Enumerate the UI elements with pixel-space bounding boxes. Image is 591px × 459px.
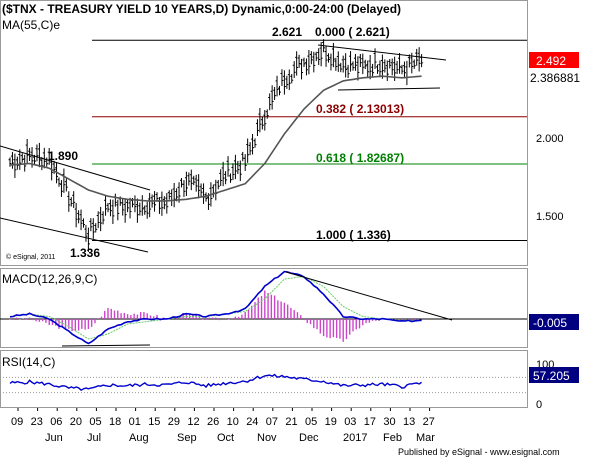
macd-plot <box>0 270 527 347</box>
price-bars <box>8 39 424 252</box>
last-price-box <box>529 52 579 68</box>
annotation-low: 1.336 <box>70 246 100 260</box>
x-tick-label: 19 <box>325 416 337 428</box>
x-month-label: Mar <box>416 432 435 444</box>
macd-support-line <box>61 344 151 347</box>
x-month-label: Sep <box>177 432 197 444</box>
macd-value: -0.005 <box>533 316 567 330</box>
x-tick-label: 05 <box>89 416 101 428</box>
ma-value: 2.386881 <box>530 71 580 85</box>
x-month-label: Jul <box>87 432 101 444</box>
x-tick-label: 05 <box>305 416 317 428</box>
y-tick-2000: 2.000 <box>536 133 564 145</box>
x-month-label: Oct <box>217 432 234 444</box>
price-panel <box>0 0 528 266</box>
x-tick-label: 13 <box>403 416 415 428</box>
fib-label-618: 0.618 ( 1.82687) <box>316 151 404 165</box>
ma-line <box>9 75 422 202</box>
x-month-label: Aug <box>129 432 149 444</box>
x-tick-label: 29 <box>168 416 180 428</box>
price-lines <box>9 75 422 202</box>
x-month-label: Dec <box>299 432 319 444</box>
x-month-label: 2017 <box>343 432 367 444</box>
fib-label-0: 0.000 ( 2.621) <box>315 25 390 39</box>
x-tick-label: 20 <box>70 416 82 428</box>
x-tick-label: 03 <box>344 416 356 428</box>
x-tick-label: 27 <box>423 416 435 428</box>
x-tick-label: 18 <box>109 416 121 428</box>
annotation-high: 2.621 <box>272 25 302 39</box>
trendline-upper-left <box>0 145 151 191</box>
x-tick-label: 24 <box>246 416 258 428</box>
rsi-tick-0: 0 <box>536 399 542 411</box>
x-month-label: Nov <box>257 432 277 444</box>
footer-text: Published by eSignal - www.esignal.com <box>398 447 560 457</box>
x-tick-label: 07 <box>266 416 278 428</box>
fib-label-382: 0.382 ( 2.13013) <box>316 102 404 116</box>
x-tick-label: 15 <box>148 416 160 428</box>
macd-signal-line <box>9 275 422 340</box>
x-tick-label: 06 <box>50 416 62 428</box>
x-tick-label: 09 <box>11 416 23 428</box>
macd-value-box <box>529 314 579 330</box>
x-tick-label: 21 <box>285 416 297 428</box>
macd-label: MACD(12,26,9,C) <box>2 272 97 286</box>
rsi-plot <box>0 373 527 394</box>
trendlines <box>0 44 447 253</box>
x-tick-label: 26 <box>207 416 219 428</box>
fibonacci-levels <box>92 39 527 241</box>
rsi-label: RSI(14,C) <box>2 355 55 369</box>
x-tick-label: 30 <box>383 416 395 428</box>
x-tick-label: 10 <box>227 416 239 428</box>
rsi-value-box <box>529 367 579 383</box>
esignal-watermark: © eSignal, 2011 <box>6 253 56 261</box>
fib-label-100: 1.000 ( 1.336) <box>316 228 391 242</box>
macd-panel <box>0 268 528 348</box>
x-tick-label: 23 <box>31 416 43 428</box>
x-month-label: Jun <box>45 432 63 444</box>
chart-title: ($TNX - TREASURY YIELD 10 YEARS,D) Dynam… <box>2 2 401 16</box>
annotation-1890: 1.890 <box>48 149 78 163</box>
trendline-lower-left <box>0 217 149 253</box>
macd-trendline <box>285 271 453 321</box>
ma-label: MA(55,C)e <box>2 18 60 32</box>
rsi-value: 57.205 <box>533 369 570 383</box>
x-tick-label: 17 <box>364 416 376 428</box>
x-tick-label: 12 <box>187 416 199 428</box>
x-month-label: Feb <box>383 432 402 444</box>
trendline-upper-right <box>317 44 447 61</box>
x-axis: 09 23 06 20 05 18 01 15 29 12 26 10 24 07 21 05 19 03 17 30… <box>11 408 435 444</box>
rsi-panel <box>0 350 528 408</box>
macd-line <box>9 270 422 345</box>
rsi-line <box>9 373 423 392</box>
trendline-lower-right <box>337 87 441 91</box>
last-price-value: 2.492 <box>536 54 566 68</box>
y-tick-1500: 1.500 <box>536 211 564 223</box>
x-tick-label: 01 <box>129 416 141 428</box>
